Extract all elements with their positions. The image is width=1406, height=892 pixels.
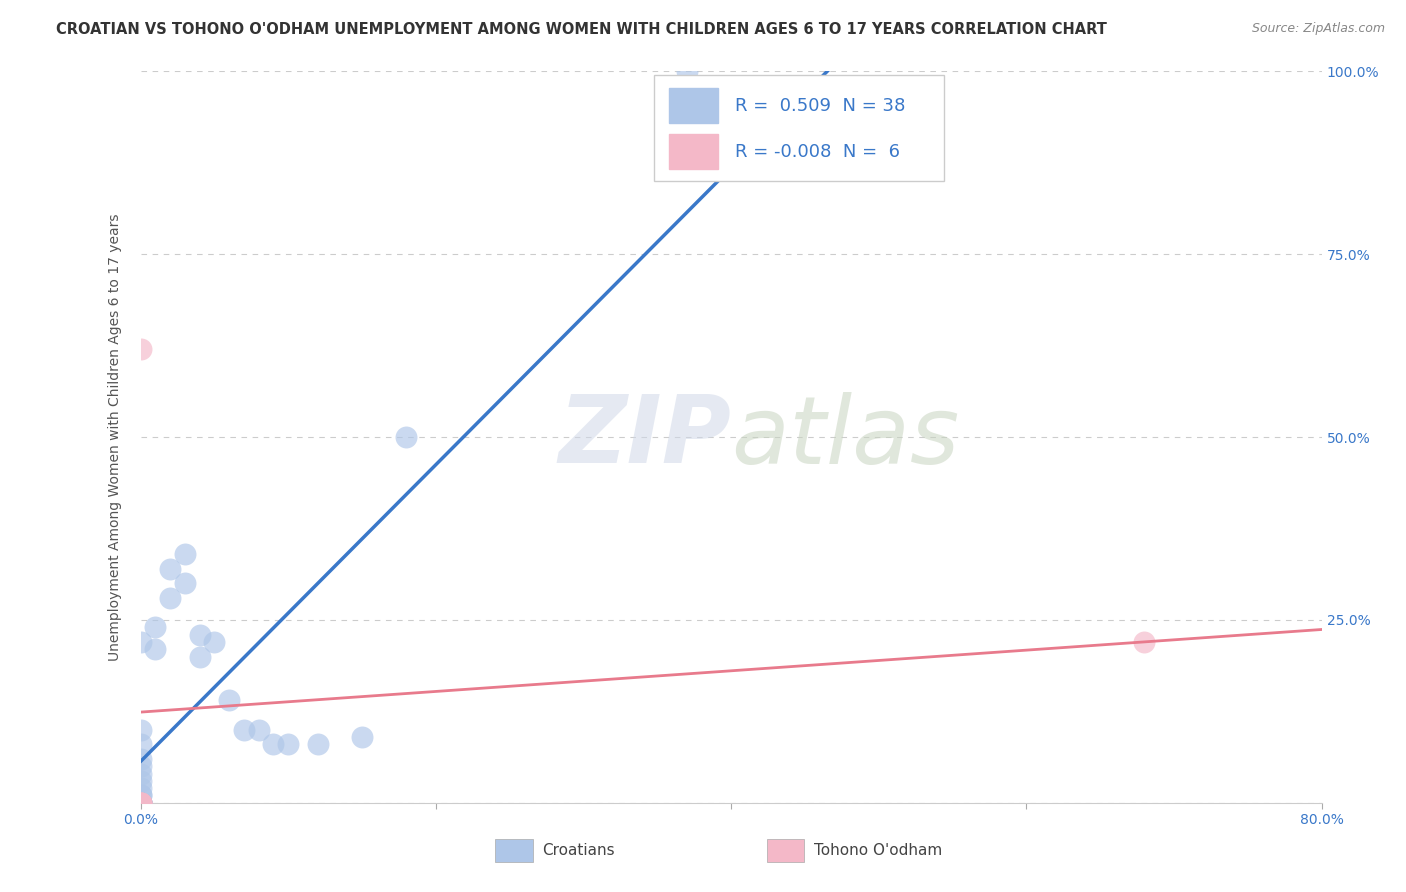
Point xyxy=(129,752,152,766)
Point xyxy=(129,796,152,810)
Point xyxy=(218,693,240,707)
Point xyxy=(159,562,181,576)
Point xyxy=(129,759,152,773)
FancyBboxPatch shape xyxy=(495,838,533,862)
Point xyxy=(129,796,152,810)
Point xyxy=(129,723,152,737)
Point xyxy=(129,737,152,751)
Point xyxy=(188,627,211,641)
Point xyxy=(352,730,374,744)
Point xyxy=(129,796,152,810)
Point xyxy=(129,796,152,810)
Point xyxy=(129,635,152,649)
Point xyxy=(129,796,152,810)
Point xyxy=(129,796,152,810)
Text: R = -0.008  N =  6: R = -0.008 N = 6 xyxy=(735,143,900,161)
Point xyxy=(395,430,418,444)
Point xyxy=(129,343,152,357)
Point xyxy=(129,789,152,803)
Point xyxy=(676,64,699,78)
Point xyxy=(145,620,166,634)
Point xyxy=(129,796,152,810)
FancyBboxPatch shape xyxy=(654,75,943,181)
Text: CROATIAN VS TOHONO O'ODHAM UNEMPLOYMENT AMONG WOMEN WITH CHILDREN AGES 6 TO 17 Y: CROATIAN VS TOHONO O'ODHAM UNEMPLOYMENT … xyxy=(56,22,1107,37)
Point xyxy=(233,723,256,737)
Point xyxy=(129,781,152,796)
Text: atlas: atlas xyxy=(731,392,959,483)
Point xyxy=(129,766,152,780)
Point xyxy=(1133,635,1156,649)
Point xyxy=(174,576,197,591)
FancyBboxPatch shape xyxy=(668,88,718,123)
Point xyxy=(188,649,211,664)
Point xyxy=(129,796,152,810)
Point xyxy=(145,642,166,657)
Point xyxy=(159,591,181,605)
Point xyxy=(129,796,152,810)
Y-axis label: Unemployment Among Women with Children Ages 6 to 17 years: Unemployment Among Women with Children A… xyxy=(108,213,122,661)
Text: Tohono O'odham: Tohono O'odham xyxy=(814,843,942,858)
Point xyxy=(262,737,284,751)
Text: Source: ZipAtlas.com: Source: ZipAtlas.com xyxy=(1251,22,1385,36)
Point xyxy=(129,789,152,803)
Point xyxy=(307,737,329,751)
Point xyxy=(129,773,152,788)
Point xyxy=(129,796,152,810)
Text: ZIP: ZIP xyxy=(558,391,731,483)
Text: Croatians: Croatians xyxy=(543,843,614,858)
Point xyxy=(129,796,152,810)
Text: R =  0.509  N = 38: R = 0.509 N = 38 xyxy=(735,96,905,115)
Point xyxy=(277,737,299,751)
FancyBboxPatch shape xyxy=(766,838,804,862)
FancyBboxPatch shape xyxy=(668,135,718,169)
Point xyxy=(247,723,270,737)
Point xyxy=(129,796,152,810)
Point xyxy=(129,796,152,810)
Point xyxy=(129,796,152,810)
Point xyxy=(174,547,197,561)
Point xyxy=(202,635,225,649)
